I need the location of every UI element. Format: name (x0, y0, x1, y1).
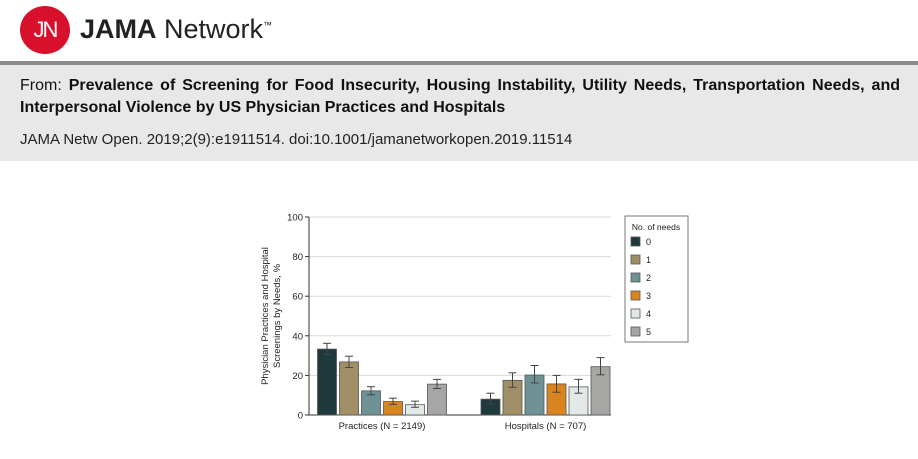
legend-swatch (630, 272, 641, 283)
brand-rest: Network (156, 14, 264, 44)
legend-title: No. of needs (632, 222, 680, 232)
legend-label: 1 (646, 255, 651, 265)
y-tick-label: 40 (292, 331, 303, 342)
legend-swatch (630, 326, 641, 337)
brand-bold: JAMA (80, 14, 157, 44)
legend-swatch (630, 308, 641, 319)
legend-swatch (630, 290, 641, 301)
y-axis-label-line2: Screenings by Needs, % (272, 263, 283, 368)
y-tick-label: 20 (292, 371, 303, 382)
jama-logo[interactable]: JN (20, 6, 70, 54)
brand-name[interactable]: JAMA Network™ (80, 14, 272, 45)
legend-label: 2 (646, 273, 651, 283)
trademark: ™ (263, 20, 273, 30)
article-info: From: Prevalence of Screening for Food I… (0, 65, 918, 161)
logo-text: JN (33, 17, 59, 42)
x-tick-label: Hospitals (N = 707) (505, 421, 587, 432)
header-divider (0, 61, 918, 65)
article-from: From: Prevalence of Screening for Food I… (20, 75, 900, 119)
from-label: From: (20, 77, 69, 94)
y-tick-label: 100 (287, 213, 303, 224)
article-title[interactable]: Prevalence of Screening for Food Insecur… (20, 77, 901, 116)
bar (317, 348, 337, 416)
site-header: JN JAMA Network™ (0, 0, 918, 62)
y-axis-label: Physician Practices and Hospital (260, 247, 271, 385)
y-tick-label: 80 (292, 252, 303, 263)
y-tick-label: 0 (298, 411, 303, 422)
y-tick-label: 60 (292, 292, 303, 303)
legend-label: 0 (646, 237, 651, 247)
legend-label: 3 (646, 291, 651, 301)
legend-swatch (630, 236, 641, 247)
bar (339, 361, 359, 416)
legend-label: 4 (646, 309, 651, 319)
article-citation: JAMA Netw Open. 2019;2(9):e1911514. doi:… (20, 131, 573, 148)
legend-swatch (630, 254, 641, 265)
x-tick-label: Practices (N = 2149) (339, 421, 426, 432)
legend-label: 5 (646, 327, 651, 337)
